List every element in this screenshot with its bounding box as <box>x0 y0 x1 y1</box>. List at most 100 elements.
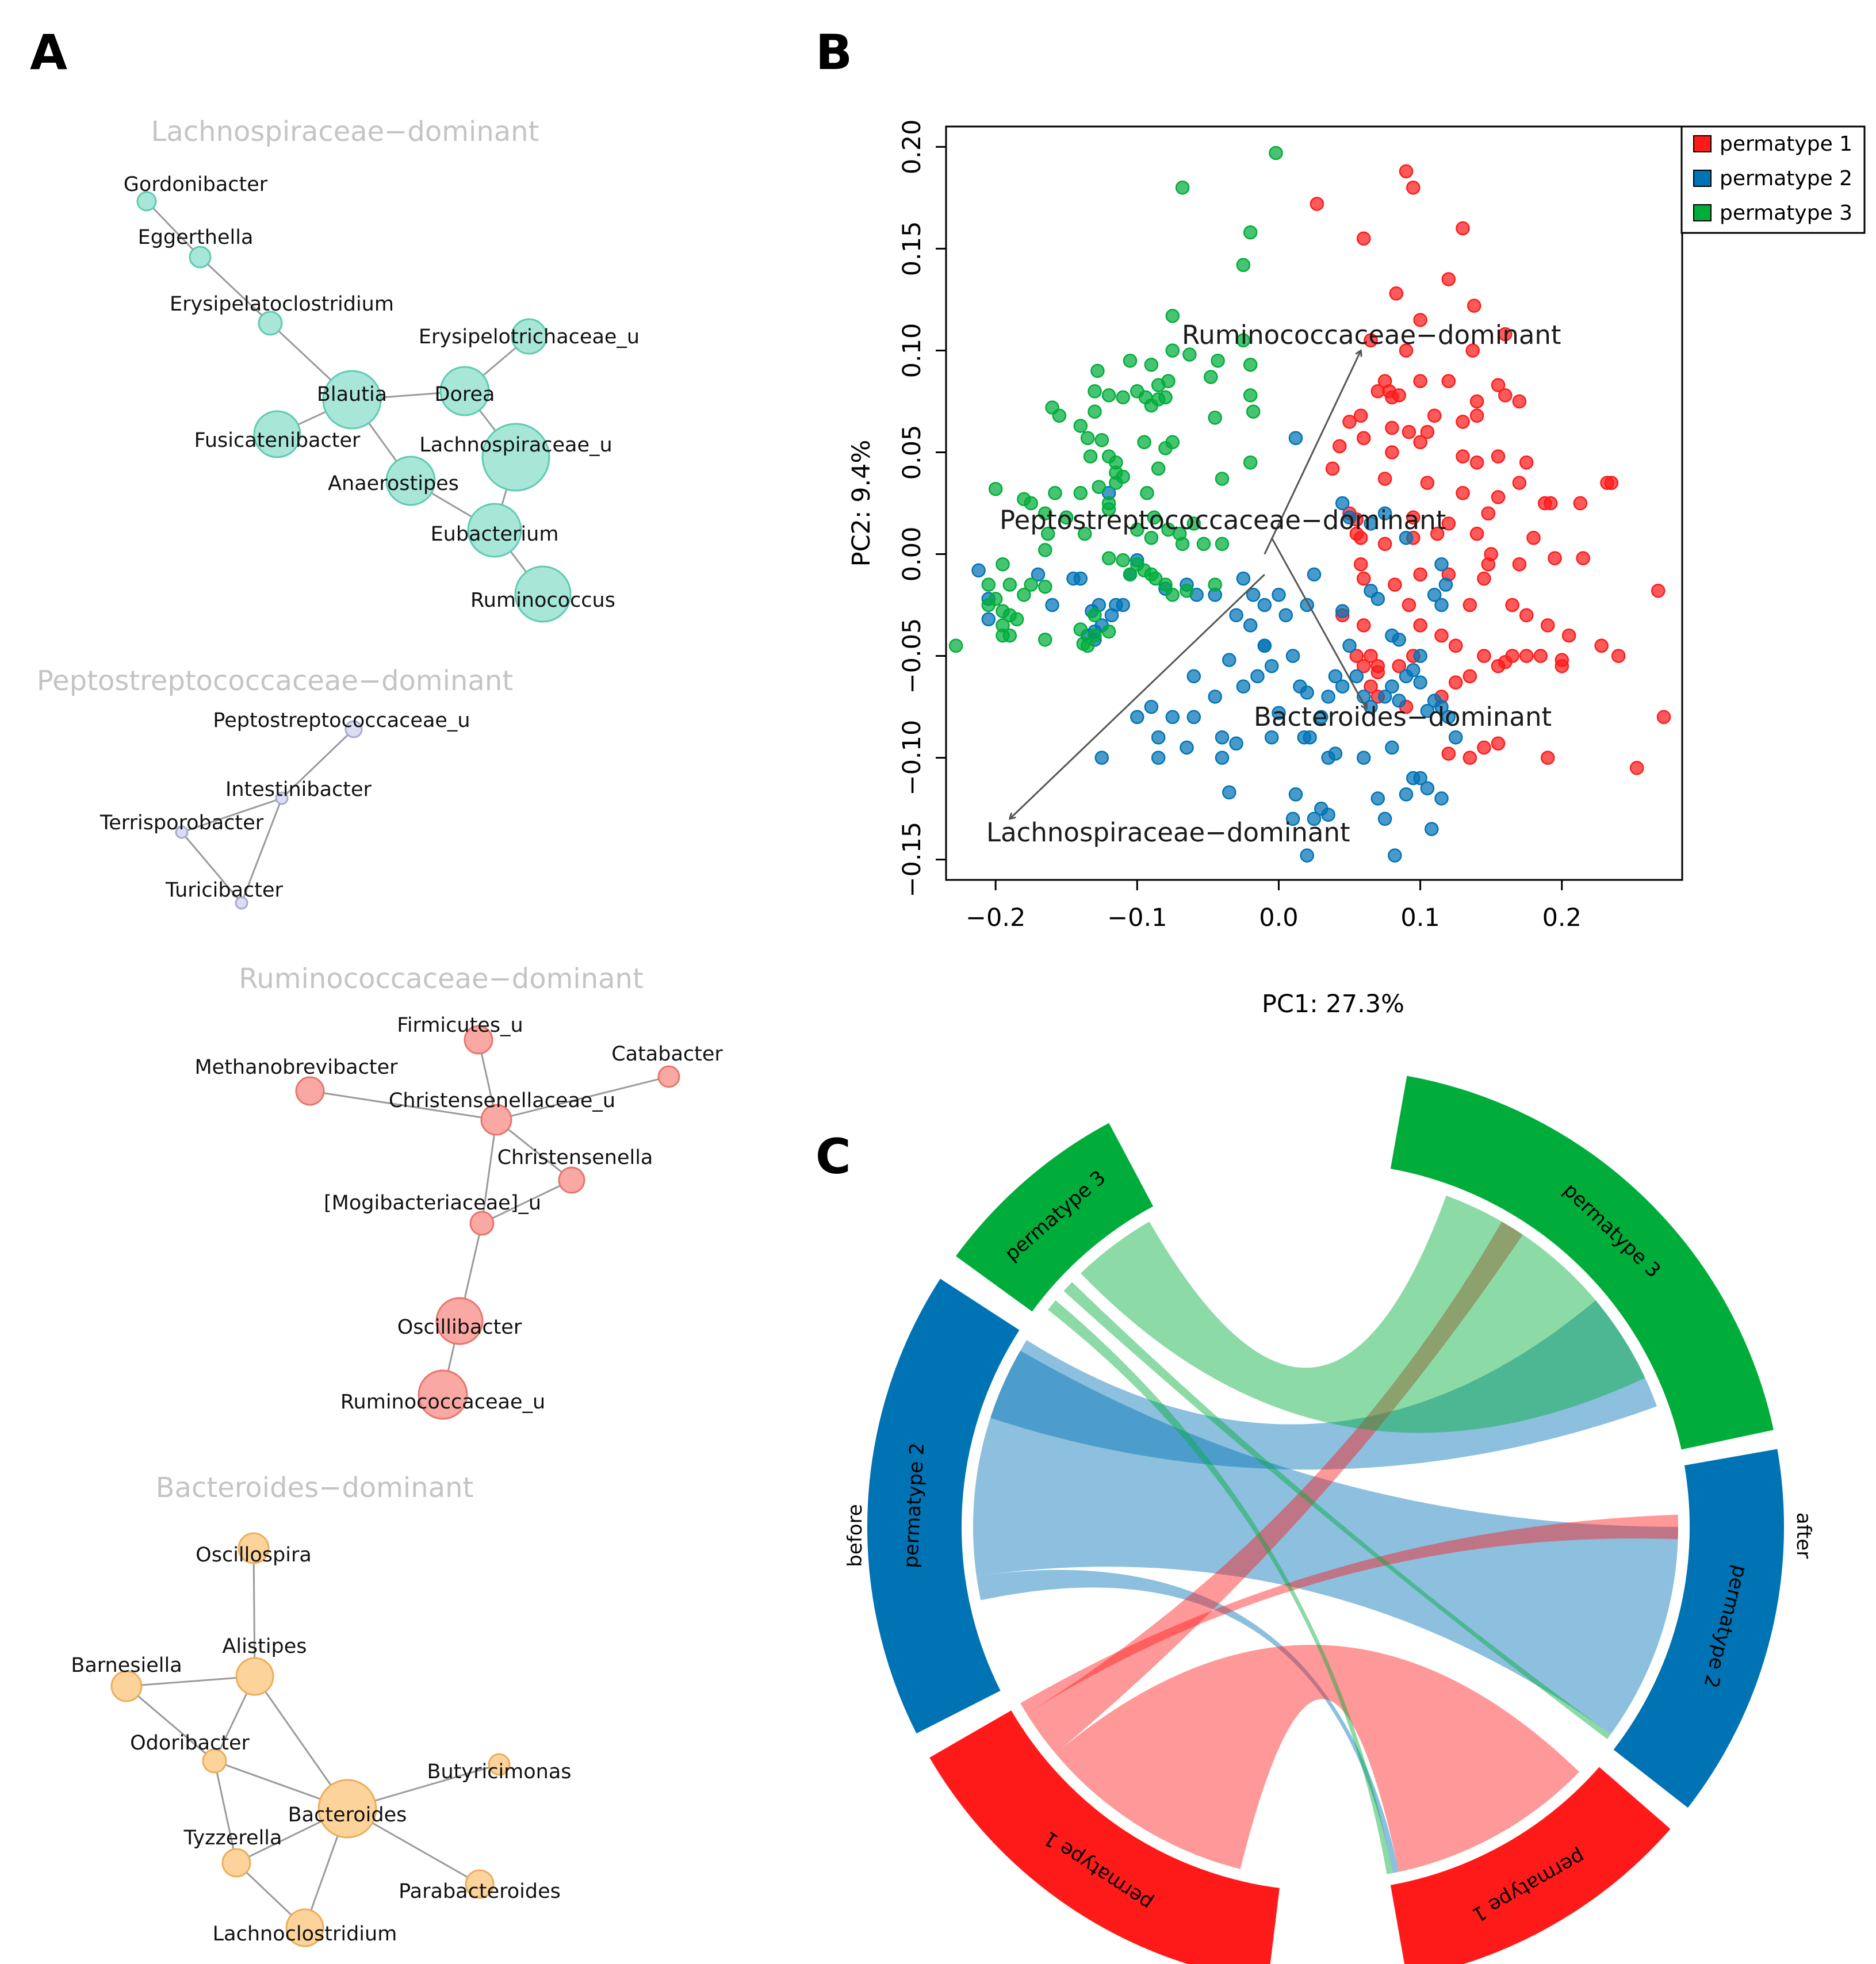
data-point-permatype-1 <box>1629 761 1644 775</box>
node-label: Christensenellaceae_u <box>389 1089 615 1112</box>
data-point-permatype-2 <box>1377 690 1392 704</box>
data-point-permatype-1 <box>1385 445 1399 460</box>
chord-link-before_p1-to-after_p3 <box>1026 1221 1523 1754</box>
data-point-permatype-1 <box>1477 740 1491 755</box>
data-point-permatype-1 <box>1537 496 1552 511</box>
network-node <box>488 1753 511 1776</box>
data-point-permatype-1 <box>1441 374 1456 388</box>
chord-link-before_p2-to-after_p3 <box>990 1300 1657 1470</box>
data-point-permatype-3 <box>1204 370 1218 384</box>
loading-arrow <box>1270 537 1366 709</box>
data-point-permatype-3 <box>1151 461 1166 476</box>
node-label: Butyricimonas <box>427 1760 571 1783</box>
data-point-permatype-2 <box>1257 638 1272 653</box>
node-label: Eubacterium <box>431 523 559 546</box>
node-label: Anaerostipes <box>328 472 459 495</box>
node-label: Intestinibacter <box>225 778 372 801</box>
node-label: Lachnoclostridium <box>213 1923 397 1946</box>
network-node <box>221 1848 251 1878</box>
data-point-permatype-2 <box>1425 822 1439 836</box>
y-axis-title: PC2: 9.4% <box>847 440 876 567</box>
node-label: Fusicatenibacter <box>194 429 361 452</box>
network-node <box>295 1076 325 1106</box>
data-point-permatype-1 <box>1364 649 1378 663</box>
data-point-permatype-2 <box>1420 781 1435 795</box>
data-point-permatype-2 <box>1321 690 1335 704</box>
data-point-permatype-1 <box>1356 659 1371 673</box>
data-point-permatype-3 <box>1186 516 1201 531</box>
network-edge <box>126 1675 255 1687</box>
data-point-permatype-2 <box>1441 710 1456 725</box>
data-point-permatype-1 <box>1498 388 1513 403</box>
data-point-permatype-2 <box>1144 699 1159 714</box>
data-point-permatype-3 <box>1144 398 1159 413</box>
network-node <box>465 1869 495 1899</box>
data-point-permatype-3 <box>1215 472 1230 486</box>
sector-arc <box>925 1705 1284 1964</box>
data-point-permatype-2 <box>1222 653 1236 667</box>
data-point-permatype-3 <box>1236 333 1251 348</box>
arrow-label: Lachnospiraceae−dominant <box>986 817 1350 848</box>
node-label: Tyzzerella <box>183 1827 282 1850</box>
data-point-permatype-1 <box>1576 551 1590 565</box>
data-point-permatype-1 <box>1498 654 1513 669</box>
data-point-permatype-3 <box>1002 577 1017 592</box>
data-point-permatype-1 <box>1377 472 1392 486</box>
data-point-permatype-2 <box>1222 785 1236 800</box>
data-point-permatype-1 <box>1477 649 1491 663</box>
network-node <box>238 1532 270 1564</box>
node-label: Barnesiella <box>71 1654 182 1677</box>
after-label: after <box>1792 1513 1815 1559</box>
data-point-permatype-2 <box>1045 598 1059 612</box>
legend-label: permatype 2 <box>1720 167 1852 190</box>
data-point-permatype-3 <box>1040 526 1055 541</box>
network-panel: Lachnospiraceae−dominant Gordonibacter Egg… <box>37 116 723 1947</box>
data-point-permatype-1 <box>1402 424 1416 439</box>
data-point-permatype-3 <box>1165 343 1180 358</box>
network-edge <box>146 200 201 258</box>
network-node <box>253 410 301 458</box>
data-point-permatype-3 <box>1080 431 1095 445</box>
network-edge <box>496 1119 572 1181</box>
data-point-permatype-3 <box>1243 357 1258 372</box>
network-edge <box>481 1179 572 1224</box>
data-point-permatype-1 <box>1555 659 1569 673</box>
data-point-permatype-1 <box>1448 675 1463 690</box>
pca-scatter-panel: Ruminococcaceae−dominant Peptostreptococc… <box>847 120 1866 1019</box>
arrow-label: Bacteroides−dominant <box>1254 702 1552 732</box>
data-point-permatype-2 <box>1413 649 1427 663</box>
data-point-permatype-1 <box>1512 476 1527 490</box>
network-node <box>469 1211 495 1236</box>
y-tick-label: 0.10 <box>898 323 926 378</box>
data-point-permatype-1 <box>1573 496 1588 511</box>
data-point-permatype-3 <box>1147 510 1162 525</box>
data-point-permatype-1 <box>1356 431 1371 445</box>
data-point-permatype-2 <box>1388 848 1402 863</box>
network-node <box>235 1657 274 1696</box>
data-point-permatype-1 <box>1413 618 1427 633</box>
data-point-permatype-1 <box>1498 327 1513 342</box>
chord-link-before_p2-to-after_p2 <box>973 1350 1679 1735</box>
data-point-permatype-3 <box>1165 588 1180 602</box>
legend-swatch <box>1693 204 1712 221</box>
node-label: Blautia <box>317 383 387 406</box>
sector-arc <box>864 1274 1024 1739</box>
data-point-permatype-2 <box>1250 669 1265 684</box>
data-point-permatype-2 <box>1288 787 1303 802</box>
data-point-permatype-1 <box>1420 424 1435 439</box>
data-point-permatype-2 <box>1236 571 1251 586</box>
plot-frame <box>945 125 1683 881</box>
data-point-permatype-1 <box>1465 343 1480 358</box>
node-label: Ruminococcus <box>470 589 615 612</box>
network-edge <box>199 256 271 324</box>
y-tick-label: −0.05 <box>898 618 926 694</box>
data-point-permatype-2 <box>1377 506 1392 520</box>
network-node <box>136 191 157 212</box>
network-edge <box>181 832 243 903</box>
data-point-permatype-2 <box>1246 588 1261 602</box>
data-point-permatype-1 <box>1519 649 1534 663</box>
panel-label-a: A <box>30 24 67 81</box>
data-point-permatype-1 <box>1467 298 1481 313</box>
network-3: Bacteroides−dominant Oscillospira Alistipe… <box>71 1472 572 1947</box>
x-tick-label: 0.0 <box>1259 903 1298 932</box>
